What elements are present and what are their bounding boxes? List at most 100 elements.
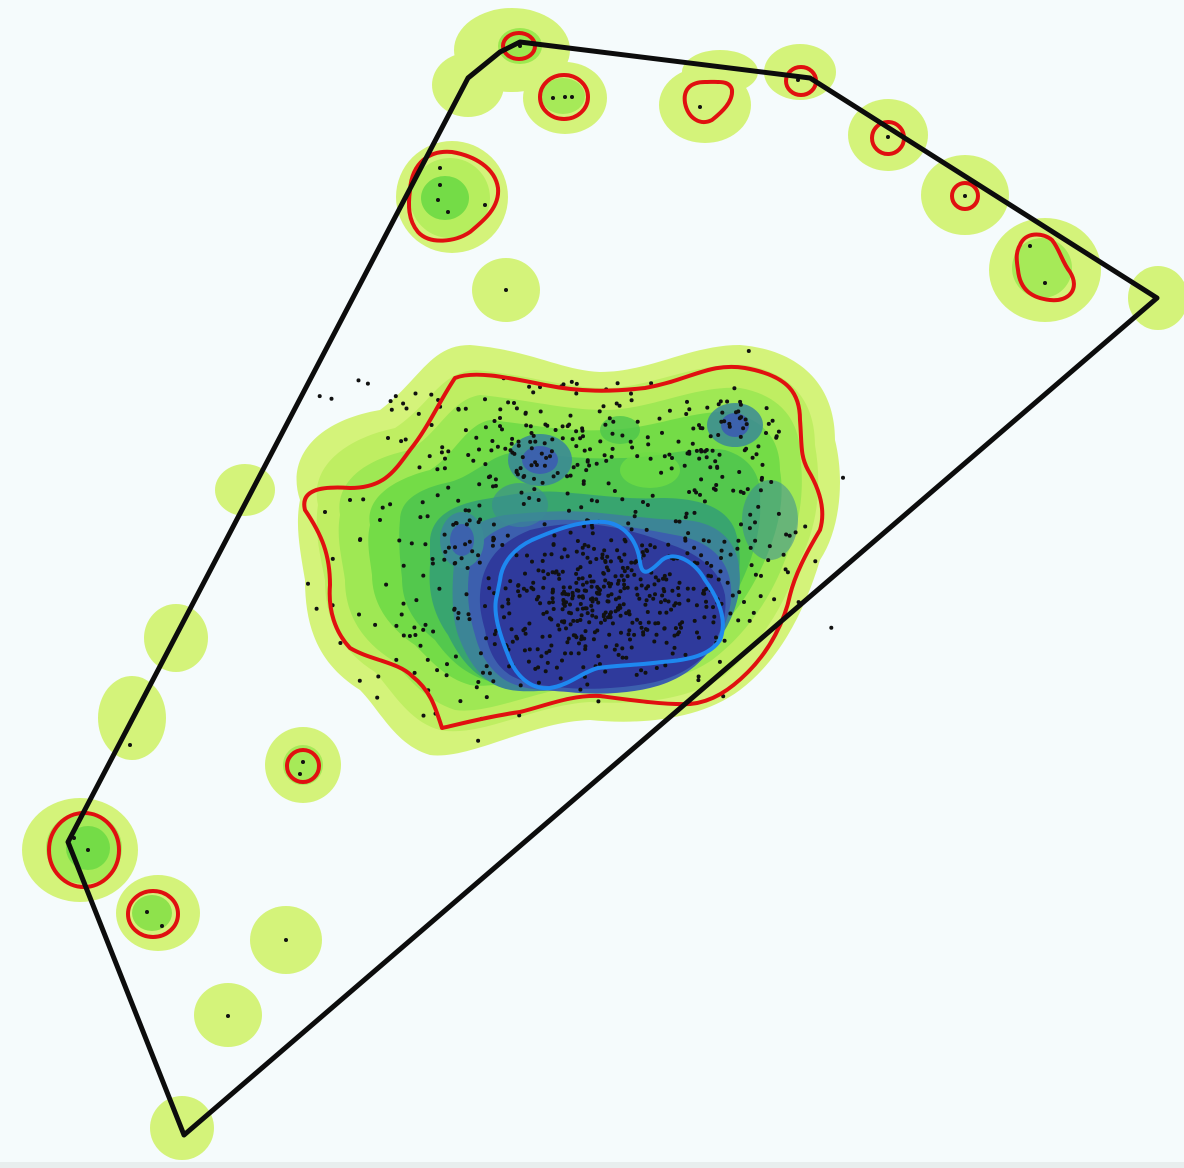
point-event (588, 560, 593, 565)
point-event (614, 643, 619, 648)
outer-contour-patch (538, 73, 590, 121)
point-event (523, 631, 528, 636)
point-event (705, 561, 709, 565)
point-event (563, 95, 567, 99)
point-event (438, 166, 442, 170)
point-event (666, 599, 671, 604)
point-event (620, 433, 625, 438)
point-event (587, 463, 592, 468)
point-event (560, 436, 565, 441)
point-event (627, 628, 632, 633)
point-event (628, 637, 632, 642)
point-event (535, 647, 540, 652)
point-event (542, 522, 547, 527)
point-event (488, 474, 493, 479)
point-event (645, 503, 650, 507)
point-event (301, 760, 305, 764)
point-event (595, 585, 600, 589)
point-event (618, 589, 623, 594)
point-event (442, 466, 447, 471)
point-event (373, 622, 378, 627)
point-event (596, 600, 601, 605)
point-event (470, 549, 475, 554)
point-event (401, 401, 406, 406)
point-event (484, 636, 489, 641)
point-event (557, 576, 562, 581)
point-event (666, 542, 671, 547)
point-event (508, 579, 513, 584)
point-event (560, 658, 564, 663)
point-event (741, 491, 746, 495)
point-event (613, 574, 618, 579)
point-event (358, 538, 362, 542)
point-event (451, 522, 456, 527)
point-event (562, 547, 567, 552)
point-event (414, 598, 419, 603)
point-event (696, 635, 701, 640)
point-event (604, 565, 609, 570)
point-event (550, 437, 555, 442)
point-event (667, 452, 672, 457)
point-event (662, 573, 667, 578)
point-event (575, 462, 580, 467)
point-event (512, 451, 517, 456)
point-event (492, 419, 497, 423)
point-event (669, 607, 674, 612)
point-event (397, 538, 402, 543)
point-event (522, 648, 527, 653)
point-event (579, 505, 584, 510)
point-event (606, 599, 611, 604)
point-event (633, 509, 638, 514)
point-event (463, 508, 468, 513)
point-event (604, 644, 608, 649)
point-event (735, 546, 740, 551)
point-event (491, 484, 495, 489)
point-event (656, 621, 661, 626)
point-event (719, 548, 724, 553)
point-event (446, 449, 451, 454)
point-event (536, 568, 541, 573)
outer-contour-patch (126, 889, 180, 939)
point-event (758, 594, 763, 599)
point-event (699, 477, 704, 482)
point-event (519, 490, 524, 495)
point-event (427, 454, 432, 459)
point-event (394, 657, 399, 662)
point-event (654, 666, 659, 670)
point-event (510, 639, 515, 644)
point-event (653, 592, 657, 597)
point-event (565, 554, 570, 559)
point-event (401, 633, 406, 638)
point-event (561, 598, 566, 603)
point-event (738, 402, 743, 407)
point-event (622, 552, 627, 557)
point-event (536, 665, 541, 670)
point-event (670, 651, 675, 656)
point-event (617, 595, 622, 600)
point-event (500, 604, 505, 609)
point-event (389, 407, 394, 412)
point-event (695, 561, 700, 566)
point-event (466, 508, 471, 513)
point-event (617, 403, 622, 408)
point-event (736, 618, 741, 623)
outer-contour-patch (682, 79, 735, 124)
point-event (596, 654, 601, 659)
point-event (963, 194, 967, 198)
point-event (551, 607, 556, 611)
point-event (606, 615, 610, 620)
point-event (731, 488, 736, 493)
point-event (691, 426, 696, 431)
point-event (506, 597, 511, 602)
point-event (711, 605, 715, 610)
point-event (567, 422, 572, 427)
point-event (635, 592, 640, 597)
point-event (635, 454, 640, 459)
point-event (529, 431, 534, 435)
point-event (649, 381, 654, 386)
point-event (620, 655, 625, 660)
point-event (601, 571, 606, 576)
point-event (699, 553, 704, 558)
point-event (531, 587, 536, 592)
outer-contour-patch (407, 149, 501, 243)
